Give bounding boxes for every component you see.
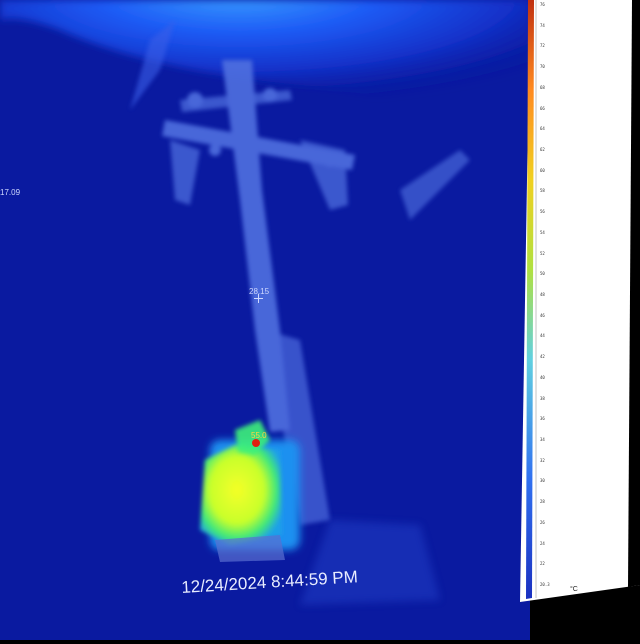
scale-tick-label: 76 bbox=[540, 2, 545, 7]
scale-tick-label: 68 bbox=[540, 84, 545, 90]
scale-tick-label: 74 bbox=[540, 22, 545, 28]
scale-tick-label: 50 bbox=[540, 271, 545, 277]
scale-tick-label: 20.3 bbox=[540, 582, 550, 587]
temperature-readout-center: 28.15 bbox=[249, 287, 270, 296]
scale-background bbox=[520, 0, 640, 602]
transformer-hotspot bbox=[200, 420, 300, 562]
scale-unit: °C bbox=[570, 586, 578, 593]
thermal-image bbox=[0, 0, 530, 640]
scale-shadow bbox=[628, 0, 640, 587]
ground bbox=[300, 520, 440, 605]
scale-tick-label: 64 bbox=[540, 126, 545, 132]
temperature-readout-hotspot: 55.0 bbox=[251, 431, 267, 440]
scale-tick-label: 72 bbox=[540, 43, 545, 49]
scale-tick-label: 30 bbox=[540, 478, 545, 484]
scale-tick-label: 34 bbox=[540, 437, 545, 442]
scale-tick-label: 48 bbox=[540, 292, 545, 297]
scale-tick-label: 36 bbox=[540, 416, 545, 422]
scale-tick-label: 46 bbox=[540, 312, 545, 318]
temperature-readout-left: 17.09 bbox=[0, 188, 21, 197]
utility-pole bbox=[162, 60, 470, 525]
scale-tick-label: 26 bbox=[540, 519, 545, 525]
scale-tick-label: 52 bbox=[540, 250, 545, 256]
scale-tick-label: 54 bbox=[540, 229, 545, 235]
scale-tick-label: 38 bbox=[540, 395, 545, 401]
branch bbox=[130, 20, 175, 110]
scale-tick-label: 70 bbox=[540, 64, 545, 70]
crosshair-icon bbox=[254, 294, 263, 303]
scale-tick-label: 66 bbox=[540, 105, 545, 111]
scale-tick-label: 56 bbox=[540, 209, 545, 215]
scale-tick-label: 62 bbox=[540, 147, 545, 152]
scale-tick-label: 60 bbox=[540, 167, 545, 173]
scale-tick-label: 24 bbox=[540, 540, 545, 546]
scale-tick-label: 58 bbox=[540, 188, 545, 194]
thermal-scene bbox=[0, 0, 530, 605]
scale-tick-label: 44 bbox=[540, 333, 545, 339]
scale-tick-label: 22 bbox=[540, 561, 545, 567]
scale-tick-label: 32 bbox=[540, 457, 545, 463]
scale-tick-label: 28 bbox=[540, 499, 545, 505]
scale-tick-label: 40 bbox=[540, 374, 545, 380]
sky-glow bbox=[0, 0, 530, 150]
scale-tick-label: 42 bbox=[540, 354, 545, 360]
